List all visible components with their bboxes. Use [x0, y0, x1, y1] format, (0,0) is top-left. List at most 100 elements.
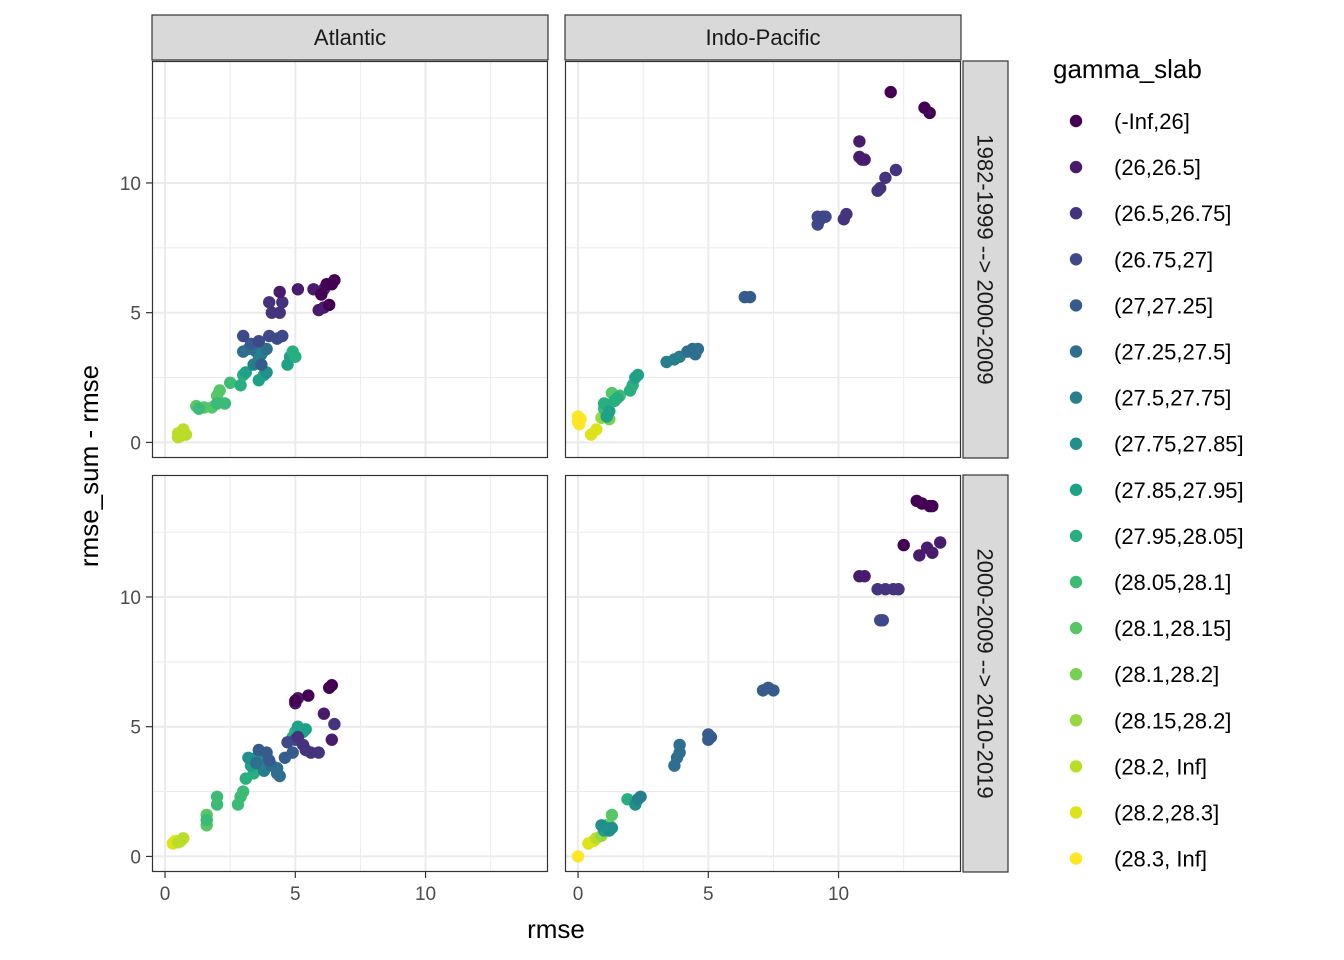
- legend-key: [1069, 437, 1083, 450]
- panel-background: [565, 475, 961, 872]
- legend-label: (28.05,28.1]: [1114, 570, 1231, 595]
- data-point: [213, 384, 226, 397]
- data-point: [200, 813, 213, 827]
- data-point: [603, 405, 616, 418]
- data-point: [926, 499, 939, 513]
- data-point: [328, 717, 341, 731]
- strip-column-label: Indo-Pacific: [706, 25, 821, 50]
- legend-item: (27,27.25]: [1069, 293, 1213, 318]
- legend-item: (26.5,26.75]: [1069, 201, 1231, 226]
- panel-border: [151, 60, 549, 459]
- legend-label: (27,27.25]: [1114, 293, 1213, 318]
- data-point: [273, 769, 286, 783]
- panel-background: [152, 61, 548, 458]
- data-point: [317, 707, 331, 720]
- y-tick-label: 0: [130, 847, 141, 868]
- strip-row-label: 2000-2009 --> 2010-2019: [973, 548, 998, 798]
- legend-item: (26,26.5]: [1069, 155, 1201, 180]
- data-point: [263, 296, 276, 309]
- x-tick-label: 0: [573, 884, 584, 905]
- x-tick-label: 5: [290, 884, 301, 905]
- data-point: [302, 689, 315, 702]
- legend-item: (28.15,28.2]: [1069, 708, 1231, 733]
- legend-label: (27.5,27.75]: [1114, 386, 1231, 411]
- y-tick-label: 5: [130, 718, 141, 739]
- legend-key: [1069, 114, 1083, 128]
- legend-key: [1069, 714, 1083, 727]
- x-tick-label: 10: [415, 884, 436, 905]
- data-point: [255, 358, 268, 371]
- data-point: [291, 283, 305, 296]
- x-tick-label: 0: [160, 884, 171, 905]
- strip-row-0: 1982-1999 --> 2000-2009: [962, 60, 1009, 459]
- strips-layer: Atlantic Indo-Pacific 1982-1999 --> 2000-2…: [151, 14, 1009, 873]
- data-point: [323, 298, 336, 312]
- legend-key: [1069, 575, 1083, 589]
- legend-item: (28.1,28.2]: [1069, 662, 1219, 687]
- legend-key: [1069, 483, 1083, 496]
- data-point: [171, 836, 185, 849]
- data-point: [250, 756, 263, 770]
- data-point: [840, 207, 853, 221]
- legend-item: (27.85,27.95]: [1069, 478, 1244, 503]
- data-point: [286, 345, 299, 358]
- legend-label: (28.3, Inf]: [1114, 847, 1207, 872]
- x-axis-title: rmse: [527, 914, 585, 944]
- legend-key: [1069, 529, 1083, 543]
- data-point: [811, 210, 824, 223]
- data-point: [328, 274, 341, 287]
- data-point: [605, 808, 619, 822]
- data-point: [858, 570, 871, 583]
- legend: gamma_slab (-Inf,26] (26,26.5] (26.5,26.75…: [1053, 54, 1244, 872]
- y-tick-label: 10: [120, 588, 141, 609]
- panel-0-0: [151, 60, 549, 459]
- legend-item: (28.1,28.15]: [1069, 616, 1231, 641]
- panel-1-0: [564, 60, 962, 459]
- legend-key: [1069, 621, 1083, 635]
- data-point: [876, 614, 889, 627]
- legend-item: (27.25,27.5]: [1069, 340, 1231, 365]
- legend-label: (26,26.5]: [1114, 155, 1201, 180]
- data-point: [276, 296, 289, 309]
- legend-item: (27.95,28.05]: [1069, 524, 1244, 549]
- legend-label: (28.2, Inf]: [1114, 754, 1207, 779]
- data-point: [629, 371, 642, 384]
- legend-item: (27.75,27.85]: [1069, 432, 1244, 457]
- legend-label: (26.75,27]: [1114, 247, 1213, 272]
- panels-layer: [151, 60, 962, 873]
- data-point: [934, 536, 947, 549]
- legend-label: (28.1,28.2]: [1114, 662, 1219, 687]
- data-point: [291, 730, 305, 744]
- strip-row-label: 1982-1999 --> 2000-2009: [973, 134, 998, 384]
- data-point: [224, 376, 237, 389]
- strip-column-0: Atlantic: [151, 14, 549, 61]
- legend-item: (-Inf,26]: [1069, 109, 1190, 134]
- legend-key: [1069, 852, 1083, 865]
- legend-label: (28.15,28.2]: [1114, 708, 1231, 733]
- data-point: [605, 821, 619, 835]
- data-point: [590, 423, 603, 436]
- panel-border: [151, 474, 549, 873]
- data-point: [210, 790, 224, 803]
- data-point: [704, 730, 718, 744]
- data-point: [286, 746, 299, 759]
- data-point: [192, 402, 206, 415]
- strip-background: [151, 14, 549, 61]
- data-point: [573, 418, 586, 431]
- legend-key: [1069, 760, 1083, 773]
- legend-label: (27.25,27.5]: [1114, 340, 1231, 365]
- strip-background: [962, 474, 1009, 873]
- data-point: [923, 106, 936, 120]
- data-point: [239, 366, 252, 379]
- panel-1-1: [564, 474, 962, 873]
- data-point: [913, 549, 926, 562]
- legend-label: (28.2,28.3]: [1114, 801, 1219, 826]
- x-tick-label: 10: [828, 884, 849, 905]
- data-point: [171, 427, 185, 440]
- data-point: [263, 754, 276, 767]
- panel-border: [564, 60, 962, 459]
- data-point: [210, 397, 224, 410]
- legend-key: [1069, 160, 1083, 174]
- legend-key: [1069, 345, 1083, 358]
